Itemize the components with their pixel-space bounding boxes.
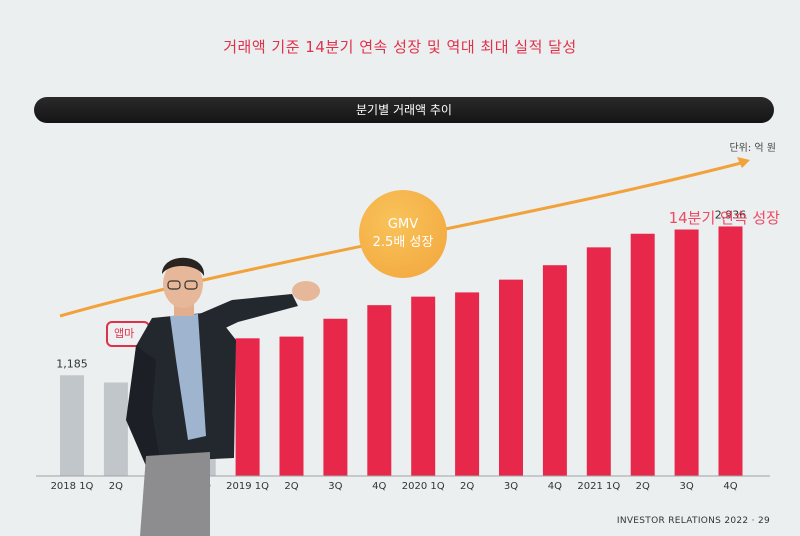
bar-0: [60, 375, 84, 476]
x-tick-label-6: 3Q: [328, 481, 342, 492]
gmv-growth-value: 2.5배 성장: [372, 235, 434, 250]
glasses-right-icon: [184, 280, 198, 290]
x-tick-label-5: 2Q: [284, 481, 298, 492]
x-tick-label-10: 3Q: [504, 481, 518, 492]
x-tick-label-0: 2018 1Q: [51, 481, 94, 492]
bar-5: [279, 336, 304, 476]
gmv-growth-badge: GMV 2.5배 성장: [359, 190, 447, 278]
bar-4: [235, 338, 260, 476]
bar-12: [586, 247, 611, 476]
x-tick-label-12: 2021 1Q: [577, 481, 620, 492]
data-labels: 1,185 2,936: [56, 208, 746, 370]
x-tick-label-13: 2Q: [636, 481, 650, 492]
presenter-shirt: [170, 314, 206, 440]
presenter-hand: [292, 281, 320, 301]
bar-15: [718, 226, 743, 476]
presenter-hair: [162, 257, 205, 276]
data-label-0: 1,185: [56, 357, 88, 370]
bar-14: [674, 229, 699, 476]
x-tick-label-7: 4Q: [372, 481, 386, 492]
section-title-bar: 분기별 거래액 추이: [34, 97, 774, 123]
unit-label: 단위: 억 원: [729, 143, 776, 154]
presenter-trousers: [140, 452, 210, 536]
bar-7: [367, 305, 392, 476]
consecutive-growth-label: 14분기 연속 성장: [668, 209, 780, 227]
slide-footer: INVESTOR RELATIONS 2022 · 29: [616, 516, 770, 526]
x-tick-label-15: 4Q: [723, 481, 737, 492]
slide-headline: 거래액 기준 14분기 연속 성장 및 역대 최대 실적 달성: [223, 38, 577, 56]
growth-arrow-head-icon: [737, 157, 750, 168]
presenter-face: [163, 260, 203, 308]
bar-8: [411, 296, 436, 476]
bar-1: [103, 382, 128, 476]
x-tick-label-14: 3Q: [679, 481, 693, 492]
bar-10: [499, 279, 523, 476]
bar-13: [630, 233, 655, 476]
bar-9: [455, 292, 480, 476]
glasses-left-icon: [167, 280, 181, 290]
x-tick-label-11: 4Q: [548, 481, 562, 492]
x-tick-label-9: 2Q: [460, 481, 474, 492]
bar-11: [542, 265, 567, 476]
bar-6: [323, 318, 348, 476]
data-label-15: 2,936: [715, 208, 747, 221]
gmv-label: GMV: [387, 217, 419, 232]
x-tick-label-1: 2Q: [109, 481, 123, 492]
presenter-left-arm: [126, 346, 160, 466]
x-tick-label-4: 2019 1Q: [226, 481, 269, 492]
x-tick-label-8: 2020 1Q: [402, 481, 445, 492]
